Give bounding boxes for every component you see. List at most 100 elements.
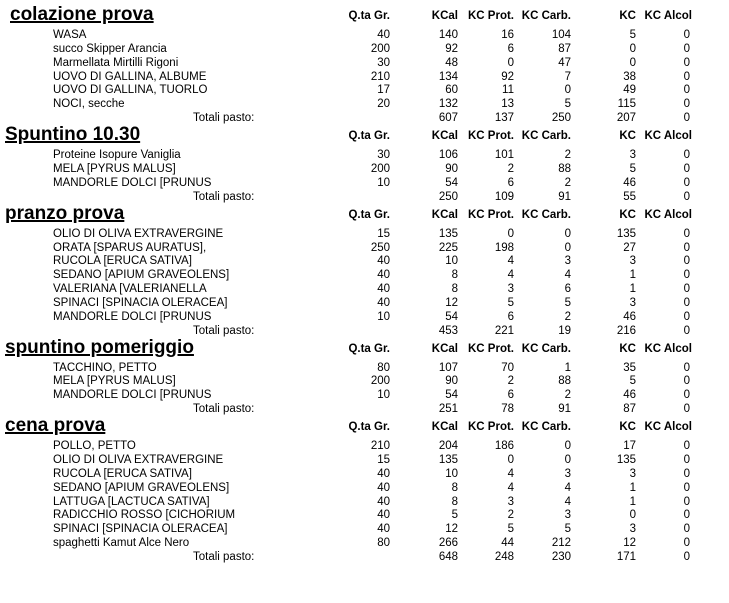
cell-value: 4 (564, 269, 571, 282)
section-title: spuntino pomeriggio (5, 336, 194, 358)
total-value: 0 (683, 324, 690, 337)
totals-label: Totali pasto: (193, 112, 255, 125)
cell-value: 212 (551, 537, 571, 550)
cell-value: 40 (377, 296, 390, 309)
cell-value: 0 (683, 509, 690, 522)
total-value: 453 (438, 324, 458, 337)
cell-value: 0 (564, 227, 571, 240)
cell-value: 5 (629, 29, 636, 41)
cell-value: 200 (370, 162, 390, 175)
cell-value: 49 (623, 84, 636, 97)
cell-value: 210 (370, 440, 390, 453)
cell-value: 1 (629, 495, 636, 508)
total-value: 250 (551, 112, 571, 125)
cell-value: 54 (445, 176, 458, 189)
cell-value: 10 (377, 389, 390, 402)
cell-value: 0 (564, 454, 571, 466)
cell-value: 210 (370, 70, 390, 83)
cell-value: 11 (502, 84, 514, 97)
totals-label: Totali pasto: (193, 550, 255, 563)
total-value: 607 (438, 112, 458, 125)
cell-value: 3 (629, 255, 636, 268)
cell-value: 47 (558, 56, 571, 69)
cell-value: 0 (683, 70, 690, 83)
food-name: OLIO DI OLIVA EXTRAVERGINE (53, 227, 224, 240)
cell-value: 0 (683, 98, 690, 111)
cell-value: 5 (629, 162, 636, 175)
cell-value: 186 (494, 440, 514, 453)
cell-value: 250 (370, 241, 390, 254)
column-header: KC Prot. (468, 342, 514, 355)
column-header: KC (619, 208, 636, 221)
cell-value: 88 (558, 162, 571, 175)
cell-value: 2 (507, 162, 514, 175)
cell-value: 1 (629, 283, 636, 296)
food-name: WASA (53, 29, 87, 41)
cell-value: 70 (501, 361, 514, 374)
cell-value: 0 (683, 162, 690, 175)
cell-value: 8 (451, 495, 458, 508)
column-header: KC (619, 342, 636, 355)
total-value: 109 (494, 190, 514, 203)
section-title: cena prova (5, 415, 106, 437)
cell-value: 46 (623, 389, 636, 402)
cell-value: 3 (507, 495, 514, 508)
cell-value: 30 (377, 149, 390, 162)
total-value: 78 (501, 403, 514, 416)
food-name: RADICCHIO ROSSO [CICHORIUM (53, 509, 236, 522)
cell-value: 0 (683, 42, 690, 55)
food-name: succo Skipper Arancia (53, 42, 167, 55)
column-header: KC Alcol (644, 342, 693, 355)
cell-value: 90 (445, 162, 458, 175)
cell-value: 1 (629, 269, 636, 282)
cell-value: 12 (445, 296, 458, 309)
cell-value: 132 (438, 98, 458, 111)
food-name: SEDANO [APIUM GRAVEOLENS] (53, 481, 230, 494)
cell-value: 54 (445, 310, 458, 323)
cell-value: 0 (629, 56, 636, 69)
food-name: MANDORLE DOLCI [PRUNUS (53, 176, 212, 189)
cell-value: 46 (623, 310, 636, 323)
cell-value: 0 (683, 389, 690, 402)
food-name: RUCOLA [ERUCA SATIVA] (53, 255, 192, 268)
cell-value: 2 (507, 509, 514, 522)
total-value: 91 (558, 403, 571, 416)
column-header: Q.ta Gr. (348, 130, 390, 143)
cell-value: 1 (564, 361, 571, 374)
cell-value: 0 (564, 440, 571, 453)
column-header: KC (619, 130, 636, 143)
cell-value: 2 (507, 375, 514, 388)
cell-value: 0 (683, 537, 690, 550)
cell-value: 6 (507, 389, 514, 402)
cell-value: 8 (451, 283, 458, 296)
column-header: KC Carb. (521, 10, 571, 22)
column-header: KCal (431, 208, 458, 221)
cell-value: 200 (370, 42, 390, 55)
cell-value: 2 (564, 176, 571, 189)
food-name: SPINACI [SPINACIA OLERACEA] (53, 523, 228, 536)
column-header: KC Prot. (468, 130, 514, 143)
cell-value: 198 (494, 241, 514, 254)
cell-value: 0 (683, 269, 690, 282)
cell-value: 38 (623, 70, 636, 83)
cell-value: 0 (683, 227, 690, 240)
cell-value: 6 (507, 310, 514, 323)
cell-value: 0 (683, 361, 690, 374)
cell-value: 2 (564, 149, 571, 162)
cell-value: 6 (507, 176, 514, 189)
cell-value: 60 (445, 84, 458, 97)
column-header: KC Prot. (468, 208, 514, 221)
total-value: 0 (683, 403, 690, 416)
cell-value: 0 (683, 149, 690, 162)
food-name: spaghetti Kamut Alce Nero (53, 537, 190, 550)
cell-value: 140 (438, 29, 458, 41)
cell-value: 106 (438, 149, 458, 162)
total-value: 0 (683, 112, 690, 125)
food-name: MELA [PYRUS MALUS] (53, 375, 176, 388)
cell-value: 0 (683, 241, 690, 254)
cell-value: 10 (445, 467, 458, 480)
column-header: Q.ta Gr. (348, 10, 390, 22)
total-value: 250 (438, 190, 458, 203)
cell-value: 40 (377, 509, 390, 522)
